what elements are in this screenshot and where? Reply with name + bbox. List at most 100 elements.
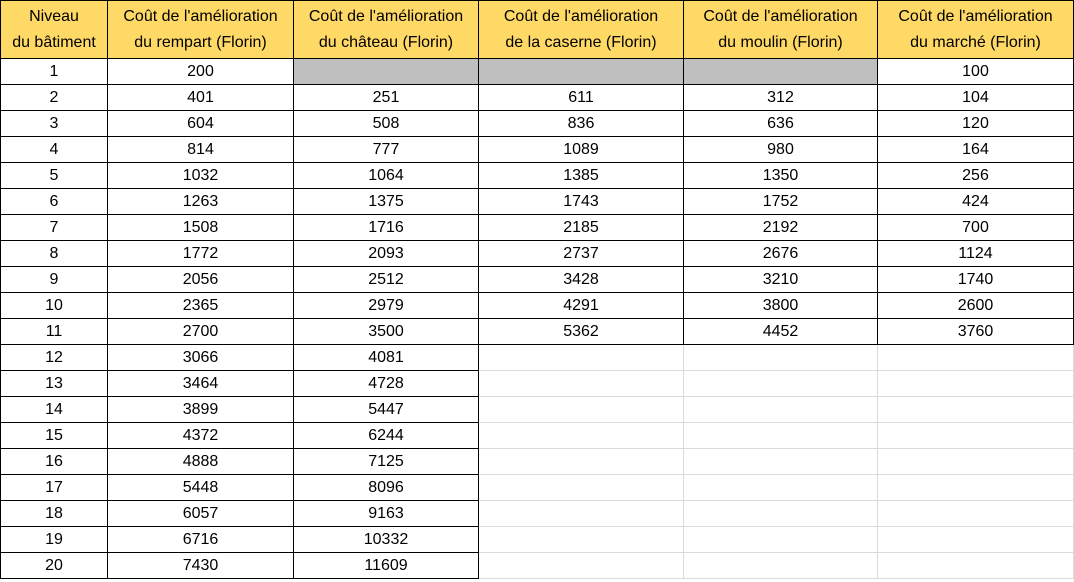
cell-rampart[interactable]: 6057 bbox=[107, 500, 294, 527]
cell-castle[interactable]: 1064 bbox=[293, 162, 479, 189]
cell-mill[interactable] bbox=[683, 526, 878, 553]
cell-market[interactable]: 256 bbox=[877, 162, 1074, 189]
cell-level[interactable]: 13 bbox=[0, 370, 108, 397]
cell-mill[interactable]: 3210 bbox=[683, 266, 878, 293]
header-cell-market[interactable]: Coût de l'amélioration du marché (Florin… bbox=[877, 0, 1074, 59]
cell-level[interactable]: 18 bbox=[0, 500, 108, 527]
cell-mill[interactable] bbox=[683, 500, 878, 527]
cell-market[interactable] bbox=[877, 500, 1074, 527]
cell-castle[interactable]: 10332 bbox=[293, 526, 479, 553]
cell-mill[interactable]: 980 bbox=[683, 136, 878, 163]
cell-market[interactable] bbox=[877, 370, 1074, 397]
cell-barracks[interactable] bbox=[478, 370, 684, 397]
cell-barracks[interactable] bbox=[478, 422, 684, 449]
header-cell-level[interactable]: Niveau du bâtiment bbox=[0, 0, 108, 59]
cell-mill[interactable]: 2676 bbox=[683, 240, 878, 267]
cell-mill[interactable]: 636 bbox=[683, 110, 878, 137]
header-cell-castle[interactable]: Coût de l'amélioration du château (Flori… bbox=[293, 0, 479, 59]
cell-mill[interactable]: 1350 bbox=[683, 162, 878, 189]
cell-rampart[interactable]: 2700 bbox=[107, 318, 294, 345]
header-cell-rampart[interactable]: Coût de l'amélioration du rempart (Flori… bbox=[107, 0, 294, 59]
cell-rampart[interactable]: 814 bbox=[107, 136, 294, 163]
cell-castle[interactable]: 777 bbox=[293, 136, 479, 163]
cell-rampart[interactable]: 2365 bbox=[107, 292, 294, 319]
cell-rampart[interactable]: 3066 bbox=[107, 344, 294, 371]
cell-castle[interactable] bbox=[293, 58, 479, 85]
header-cell-mill[interactable]: Coût de l'amélioration du moulin (Florin… bbox=[683, 0, 878, 59]
cell-barracks[interactable]: 836 bbox=[478, 110, 684, 137]
cell-barracks[interactable] bbox=[478, 58, 684, 85]
cell-level[interactable]: 8 bbox=[0, 240, 108, 267]
cell-rampart[interactable]: 1772 bbox=[107, 240, 294, 267]
cell-barracks[interactable] bbox=[478, 552, 684, 579]
cell-castle[interactable]: 508 bbox=[293, 110, 479, 137]
cell-castle[interactable]: 5447 bbox=[293, 396, 479, 423]
cell-castle[interactable]: 1716 bbox=[293, 214, 479, 241]
cell-level[interactable]: 1 bbox=[0, 58, 108, 85]
cell-barracks[interactable] bbox=[478, 448, 684, 475]
cell-mill[interactable] bbox=[683, 370, 878, 397]
cell-market[interactable] bbox=[877, 422, 1074, 449]
cell-barracks[interactable]: 5362 bbox=[478, 318, 684, 345]
cell-level[interactable]: 3 bbox=[0, 110, 108, 137]
cell-market[interactable]: 164 bbox=[877, 136, 1074, 163]
cell-market[interactable] bbox=[877, 448, 1074, 475]
cell-mill[interactable] bbox=[683, 58, 878, 85]
cell-level[interactable]: 19 bbox=[0, 526, 108, 553]
cell-market[interactable]: 424 bbox=[877, 188, 1074, 215]
cell-castle[interactable]: 2512 bbox=[293, 266, 479, 293]
cell-castle[interactable]: 4081 bbox=[293, 344, 479, 371]
cell-rampart[interactable]: 200 bbox=[107, 58, 294, 85]
cell-level[interactable]: 6 bbox=[0, 188, 108, 215]
cell-barracks[interactable]: 3428 bbox=[478, 266, 684, 293]
cell-mill[interactable]: 1752 bbox=[683, 188, 878, 215]
cell-level[interactable]: 11 bbox=[0, 318, 108, 345]
cell-mill[interactable]: 4452 bbox=[683, 318, 878, 345]
cell-rampart[interactable]: 3464 bbox=[107, 370, 294, 397]
cell-market[interactable]: 104 bbox=[877, 84, 1074, 111]
cell-rampart[interactable]: 5448 bbox=[107, 474, 294, 501]
cell-level[interactable]: 15 bbox=[0, 422, 108, 449]
header-cell-barracks[interactable]: Coût de l'amélioration de la caserne (Fl… bbox=[478, 0, 684, 59]
cell-barracks[interactable]: 1385 bbox=[478, 162, 684, 189]
cell-mill[interactable] bbox=[683, 344, 878, 371]
cell-barracks[interactable]: 1743 bbox=[478, 188, 684, 215]
cell-market[interactable] bbox=[877, 474, 1074, 501]
cell-castle[interactable]: 4728 bbox=[293, 370, 479, 397]
cell-market[interactable]: 2600 bbox=[877, 292, 1074, 319]
cell-level[interactable]: 14 bbox=[0, 396, 108, 423]
cell-level[interactable]: 20 bbox=[0, 552, 108, 579]
cell-castle[interactable]: 8096 bbox=[293, 474, 479, 501]
cell-castle[interactable]: 2979 bbox=[293, 292, 479, 319]
cell-rampart[interactable]: 3899 bbox=[107, 396, 294, 423]
cell-mill[interactable]: 3800 bbox=[683, 292, 878, 319]
cell-barracks[interactable]: 1089 bbox=[478, 136, 684, 163]
cell-market[interactable] bbox=[877, 526, 1074, 553]
cell-castle[interactable]: 251 bbox=[293, 84, 479, 111]
cell-rampart[interactable]: 1263 bbox=[107, 188, 294, 215]
cell-rampart[interactable]: 4372 bbox=[107, 422, 294, 449]
cell-level[interactable]: 5 bbox=[0, 162, 108, 189]
cell-rampart[interactable]: 1032 bbox=[107, 162, 294, 189]
cell-market[interactable] bbox=[877, 396, 1074, 423]
cell-mill[interactable] bbox=[683, 448, 878, 475]
cell-castle[interactable]: 7125 bbox=[293, 448, 479, 475]
cell-mill[interactable] bbox=[683, 552, 878, 579]
cell-market[interactable]: 1740 bbox=[877, 266, 1074, 293]
cell-barracks[interactable] bbox=[478, 396, 684, 423]
cell-level[interactable]: 17 bbox=[0, 474, 108, 501]
cell-rampart[interactable]: 1508 bbox=[107, 214, 294, 241]
cell-level[interactable]: 12 bbox=[0, 344, 108, 371]
cell-castle[interactable]: 6244 bbox=[293, 422, 479, 449]
cell-castle[interactable]: 9163 bbox=[293, 500, 479, 527]
cell-castle[interactable]: 1375 bbox=[293, 188, 479, 215]
cell-level[interactable]: 9 bbox=[0, 266, 108, 293]
cell-barracks[interactable] bbox=[478, 526, 684, 553]
cell-mill[interactable] bbox=[683, 474, 878, 501]
cell-mill[interactable]: 312 bbox=[683, 84, 878, 111]
cell-barracks[interactable]: 611 bbox=[478, 84, 684, 111]
cell-mill[interactable] bbox=[683, 396, 878, 423]
cell-rampart[interactable]: 604 bbox=[107, 110, 294, 137]
cell-market[interactable] bbox=[877, 344, 1074, 371]
cell-level[interactable]: 7 bbox=[0, 214, 108, 241]
